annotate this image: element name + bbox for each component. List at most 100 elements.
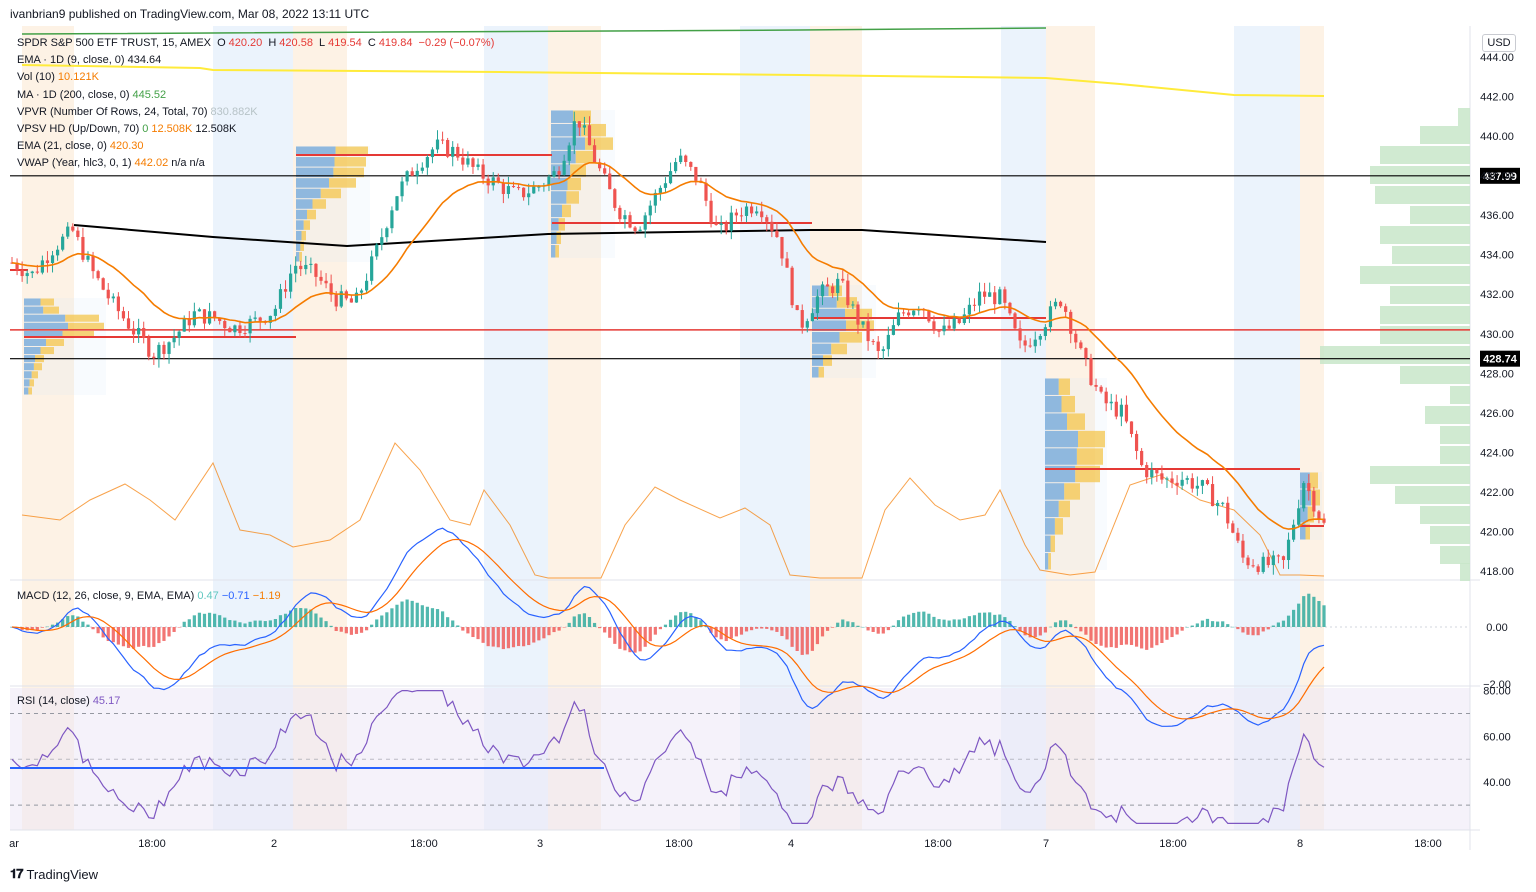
ema-1d-row[interactable]: EMA · 1D (9, close, 0) 434.64	[17, 52, 497, 69]
candle-body	[785, 258, 789, 268]
macd-histogram-bar	[339, 627, 343, 632]
candle-body	[947, 325, 951, 329]
session-profile-down	[831, 343, 847, 355]
session-profile-down	[556, 231, 561, 245]
macd-histogram-bar	[582, 613, 587, 627]
ema-21-row[interactable]: EMA (21, close, 0) 420.30	[17, 138, 497, 155]
session-profile-up	[24, 387, 29, 395]
macd-histogram-bar	[780, 627, 784, 637]
session-profile-up	[24, 306, 44, 314]
session-profile-down	[307, 209, 316, 220]
macd-histogram-bar	[841, 619, 845, 627]
candle-body	[238, 325, 242, 334]
volume-profile-row	[1392, 246, 1470, 264]
candle-body	[744, 206, 749, 216]
macd-histogram-bar	[501, 627, 505, 650]
candle-body	[734, 212, 738, 216]
macd-histogram-bar	[182, 621, 186, 627]
candle-body	[653, 192, 657, 206]
macd-histogram-bar	[1256, 627, 1260, 636]
time-tick-label: 3	[537, 838, 543, 850]
candle-body	[476, 164, 480, 167]
candle-body	[91, 255, 95, 272]
macd-histogram-bar	[491, 627, 495, 647]
candle-body	[679, 155, 683, 163]
session-profile-up	[812, 320, 847, 331]
candle-body	[410, 171, 414, 176]
macd-histogram-bar	[1216, 621, 1220, 627]
candle-body	[805, 321, 809, 328]
volume-profile-row	[1460, 563, 1470, 581]
session-profile-down	[299, 251, 302, 262]
candle-body	[481, 164, 485, 179]
macd-histogram-bar	[76, 616, 80, 627]
session-profile-up	[1045, 378, 1059, 395]
price-tick-label: 426.00	[1480, 408, 1514, 420]
ma-1d-label: MA · 1D (200, close, 0)	[17, 88, 130, 101]
candle-body	[993, 292, 997, 305]
currency-button[interactable]: USD	[1482, 34, 1516, 52]
candle-body	[152, 356, 156, 359]
session-profile-up	[812, 332, 840, 343]
macd-histogram-bar	[557, 627, 561, 631]
session-profile-up	[296, 241, 301, 251]
candle-body	[1089, 357, 1093, 385]
volume-profile-row	[1360, 266, 1470, 284]
macd-histogram-bar	[218, 615, 222, 627]
price-level-tag-text: 428.74	[1483, 354, 1518, 366]
candle-body	[157, 344, 161, 359]
macd-histogram-bar	[831, 627, 835, 628]
vwap-row[interactable]: VWAP (Year, hlc3, 0, 1) 442.02 n/a n/a	[17, 155, 497, 172]
macd-signal-line	[11, 538, 1325, 720]
macd-histogram-bar	[1150, 627, 1154, 648]
candle-body	[1322, 518, 1326, 523]
session-profile-down	[1076, 448, 1103, 465]
macd-histogram-bar	[415, 602, 419, 627]
session-profile-down	[65, 314, 99, 322]
session-profile-down	[828, 285, 842, 297]
candle-body	[1028, 345, 1032, 347]
session-profile-box	[812, 285, 876, 378]
ma-1d-row[interactable]: MA · 1D (200, close, 0) 445.52	[17, 87, 497, 104]
candle-body	[248, 318, 252, 334]
candle-body	[55, 249, 60, 256]
macd-histogram-bar	[1246, 627, 1250, 635]
tradingview-logo[interactable]: 𝟏𝟕 TradingView	[10, 866, 98, 882]
session-profile-down	[29, 379, 34, 387]
candle-body	[511, 186, 516, 188]
candle-body	[126, 318, 131, 329]
candle-body	[172, 337, 176, 343]
macd-histogram-bar	[405, 599, 409, 627]
candle-body	[1317, 511, 1321, 519]
time-tick-label: 18:00	[924, 838, 952, 850]
candle-body	[435, 139, 440, 150]
candle-body	[466, 158, 470, 165]
ohlc-row: SPDR S&P 500 ETF TRUST, 15, AMEX O 420.20…	[17, 35, 497, 52]
session-profile-up	[296, 209, 307, 220]
volume-row[interactable]: Vol (10) 10.121K	[17, 69, 497, 86]
candle-body	[663, 183, 668, 188]
macd-histogram-bar	[1099, 627, 1103, 646]
macd-histogram-bar	[587, 616, 592, 627]
macd-histogram-bar	[177, 627, 181, 628]
candle-body	[598, 162, 602, 169]
candle-body	[1180, 479, 1184, 486]
candle-body	[1155, 470, 1159, 474]
macd-legend[interactable]: MACD (12, 26, close, 9, EMA, EMA) 0.47 −…	[17, 590, 281, 602]
rsi-legend[interactable]: RSI (14, close) 45.17	[17, 695, 120, 707]
macd-histogram-bar	[937, 619, 941, 627]
time-tick-label: 4	[788, 838, 794, 850]
macd-histogram-bar	[967, 616, 972, 627]
macd-histogram-bar	[349, 627, 353, 635]
vpsv-row[interactable]: VPSV HD (Up/Down, 70) 0 12.508K 12.508K	[17, 121, 497, 138]
candle-body	[1109, 401, 1113, 404]
macd-histogram-bar	[1185, 626, 1189, 628]
vpvr-row[interactable]: VPVR (Number Of Rows, 24, Total, 70) 830.…	[17, 104, 497, 121]
macd-histogram-bar	[1084, 627, 1088, 635]
volume-profile-row	[1440, 426, 1470, 444]
time-tick-label: 18:00	[1159, 838, 1187, 850]
ma-green-line	[21, 27, 1047, 35]
candle-body	[638, 229, 642, 232]
session-profile-up	[296, 178, 329, 188]
